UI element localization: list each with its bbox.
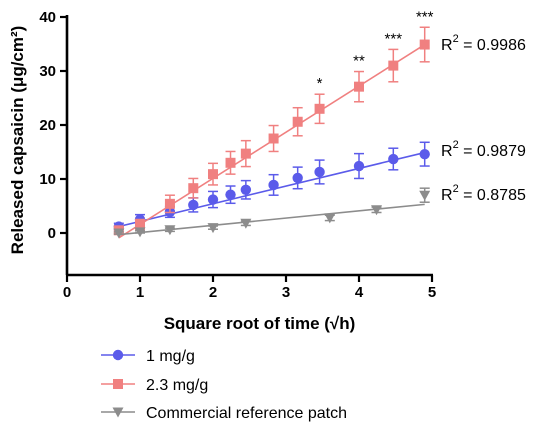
data-point (292, 116, 303, 127)
data-point (240, 218, 252, 229)
data-point (353, 160, 365, 172)
y-tick-label: 10 (39, 171, 56, 188)
significance-mark: * (317, 75, 323, 92)
data-point (134, 227, 146, 238)
legend-label: 2.3 mg/g (146, 377, 208, 394)
legend-marker (112, 407, 124, 418)
significance-mark: ** (353, 53, 365, 70)
plot-area (113, 26, 431, 239)
data-point (292, 172, 303, 184)
data-point (225, 157, 236, 168)
r2-value: = 0.9879 (459, 143, 526, 160)
y-axis-title: Released capsaicin (μg/cm²) (8, 26, 27, 255)
y-tick-label: 20 (39, 117, 56, 134)
significance-mark: *** (385, 30, 403, 47)
series-0 (113, 141, 430, 232)
r2-text: R (441, 143, 453, 160)
legend-item: 1 mg/g (101, 348, 195, 365)
data-point (188, 183, 199, 194)
data-point (388, 153, 399, 165)
series-2 (113, 187, 431, 239)
axes: 0 1 2 3 4 5 0 10 20 30 40 Square root of time (√h) R… (8, 9, 436, 333)
data-point (388, 60, 399, 71)
data-point (240, 148, 251, 159)
y-tick-label: 0 (48, 225, 56, 242)
x-axis-title: Square root of time (√h) (164, 314, 356, 333)
x-tick-label: 2 (209, 284, 217, 301)
data-point (188, 199, 199, 211)
data-point (207, 194, 219, 205)
data-point (113, 228, 125, 239)
data-point (419, 148, 430, 160)
r2-superscript: 2 (453, 139, 459, 151)
legend-label: 1 mg/g (146, 348, 195, 365)
data-point (419, 39, 430, 50)
data-point (268, 133, 279, 144)
data-point (240, 184, 252, 195)
legend-marker (113, 379, 123, 389)
data-point (164, 198, 175, 209)
x-tick-label: 4 (355, 284, 364, 301)
r2-value: = 0.8785 (459, 187, 526, 204)
significance-mark: *** (416, 8, 434, 25)
x-tick-label: 0 (63, 284, 71, 301)
r2-label: R2 = 0.8785 (441, 183, 526, 204)
r2-superscript: 2 (453, 33, 459, 45)
data-point (164, 225, 176, 236)
x-tick-label: 3 (282, 284, 290, 301)
data-point (324, 213, 336, 224)
legend-label: Commercial reference patch (146, 405, 347, 422)
y-tick-label: 40 (39, 9, 56, 26)
data-point (268, 179, 279, 191)
data-point (371, 205, 383, 216)
legend-marker (112, 349, 124, 361)
data-point (225, 189, 236, 200)
r2-superscript: 2 (453, 183, 459, 195)
r2-text: R (441, 37, 453, 54)
series-1 (113, 26, 430, 239)
data-point (354, 81, 364, 92)
r2-value: = 0.9986 (459, 37, 526, 54)
data-point (419, 190, 431, 201)
x-tick-label: 1 (136, 284, 144, 301)
legend: 1 mg/g 2.3 mg/g Commercial reference patch (101, 348, 347, 422)
data-point (314, 103, 325, 114)
data-point (314, 166, 325, 178)
legend-item: 2.3 mg/g (101, 377, 208, 394)
legend-item: Commercial reference patch (101, 405, 347, 422)
data-point (135, 219, 145, 230)
y-tick-label: 30 (39, 63, 56, 80)
r2-label: R2 = 0.9879 (441, 139, 526, 160)
data-point (207, 223, 219, 234)
r2-text: R (441, 187, 453, 204)
data-point (208, 169, 218, 180)
r2-label: R2 = 0.9986 (441, 33, 526, 54)
x-tick-label: 5 (428, 284, 436, 301)
